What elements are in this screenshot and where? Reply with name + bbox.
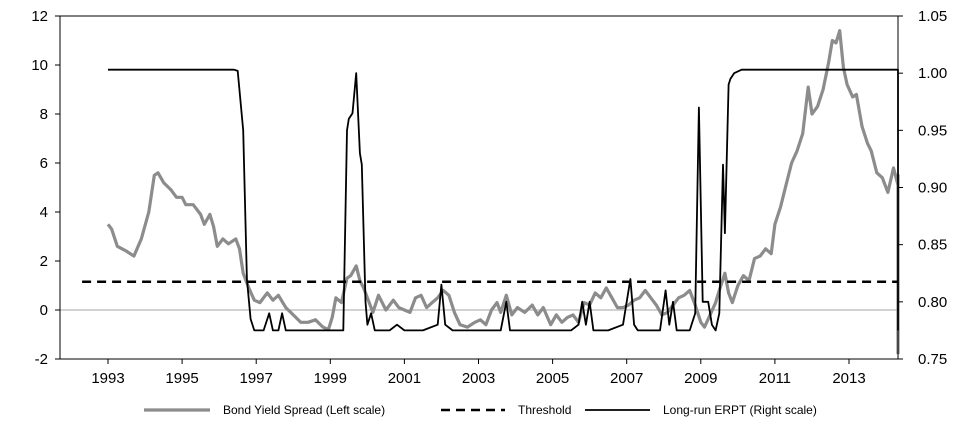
- y-right-tick-label: 0.80: [918, 294, 947, 311]
- y-left-tick-label: 2: [40, 253, 48, 270]
- y-left-tick-label: 8: [40, 106, 48, 123]
- legend-label-1: Bond Yield Spread (Left scale): [223, 403, 385, 417]
- series-line-1: [106, 29, 900, 355]
- x-tick-label: 2003: [462, 370, 495, 387]
- y-left-tick-label: 4: [40, 204, 48, 221]
- x-tick-label: 1999: [314, 370, 347, 387]
- x-tick-label: 1997: [240, 370, 273, 387]
- x-tick-label: 2011: [759, 370, 791, 387]
- x-tick-label: 1993: [91, 370, 124, 387]
- y-right-tick-label: 0.75: [918, 351, 947, 368]
- y-left-tick-label: 6: [40, 155, 48, 172]
- series-layer: [82, 29, 900, 355]
- y-right-tick-label: 1.00: [918, 65, 947, 82]
- x-tick-label: 1995: [165, 370, 198, 387]
- y-right-tick-label: 0.95: [918, 122, 947, 139]
- series-line-3: [108, 68, 899, 332]
- legend-label-2: Threshold: [518, 403, 571, 417]
- legend-label-3: Long-run ERPT (Right scale): [663, 403, 817, 417]
- y-left-tick-label: 0: [40, 302, 48, 319]
- legend: Bond Yield Spread (Left scale) Threshold L…: [144, 403, 817, 417]
- y-right-tick-label: 1.05: [918, 8, 947, 25]
- y-right-tick-label: 0.85: [918, 237, 947, 254]
- y-left-tick-label: -2: [35, 351, 48, 368]
- x-tick-label: 2013: [832, 370, 865, 387]
- y-right-tick-label: 0.90: [918, 180, 947, 197]
- x-tick-label: 2005: [536, 370, 569, 387]
- y-left-tick-label: 12: [31, 8, 48, 25]
- x-tick-label: 2009: [684, 370, 717, 387]
- x-tick-label: 2007: [610, 370, 643, 387]
- y-left-tick-label: 10: [31, 57, 48, 74]
- x-tick-label: 2001: [388, 370, 421, 387]
- tick-layer: -2 0 2 4 6 8 10 12 0.75 0.80 0.85 0.90 0.95 1.00 1.05 1…: [31, 8, 947, 387]
